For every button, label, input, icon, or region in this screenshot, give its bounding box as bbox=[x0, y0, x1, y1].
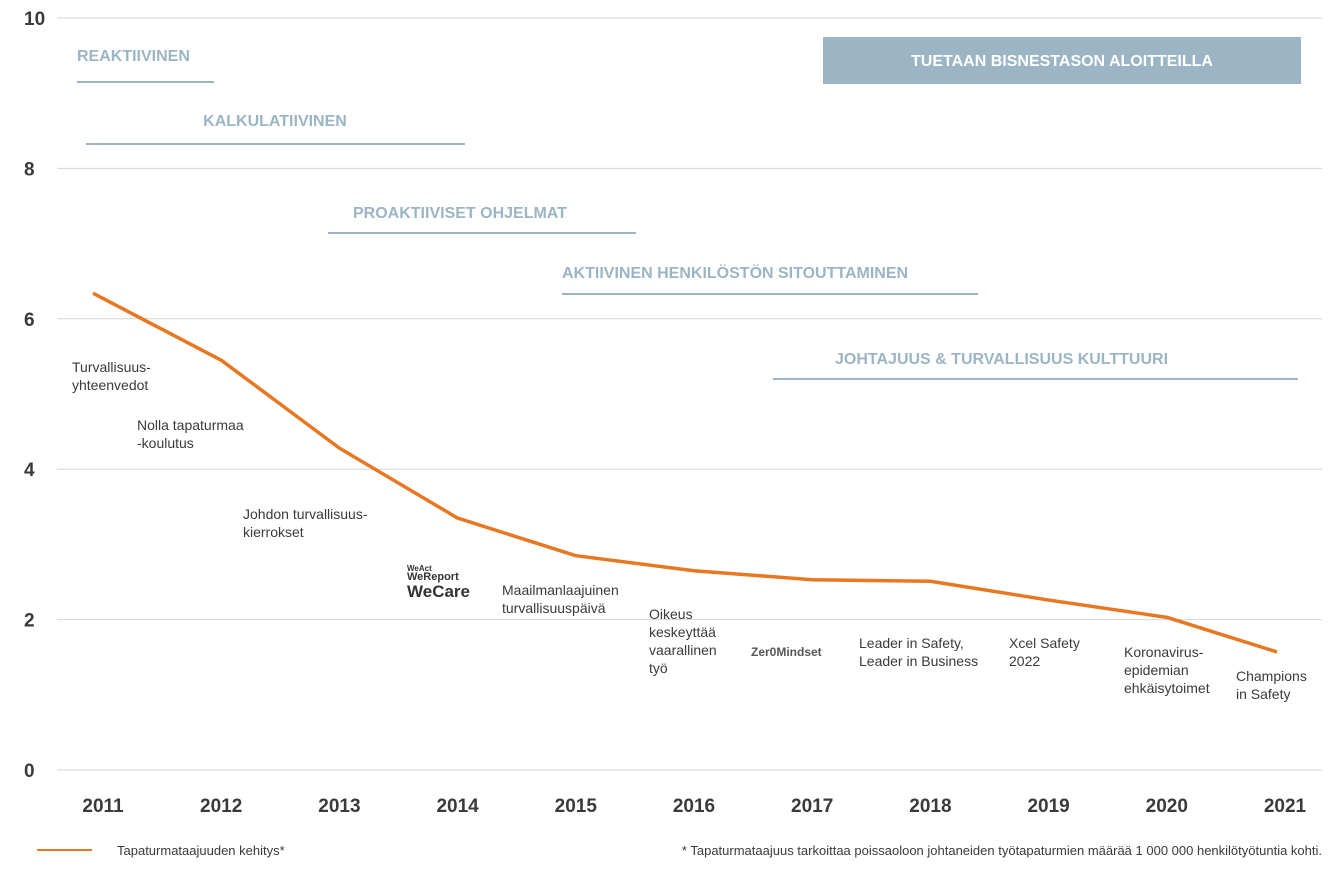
milestone-label: Leader in Business bbox=[859, 653, 978, 669]
legend-label: Tapaturmataajuuden kehitys* bbox=[117, 843, 285, 858]
logo-text: WeAct bbox=[407, 564, 432, 573]
x-tick-label: 2012 bbox=[200, 796, 242, 817]
milestone-label: työ bbox=[649, 660, 668, 676]
milestone-label: Maailmanlaajuinen bbox=[502, 582, 619, 598]
data-line bbox=[92, 291, 1278, 654]
y-tick-label: 10 bbox=[24, 9, 45, 30]
milestone-label: epidemian bbox=[1124, 662, 1189, 678]
milestone-label: yhteenvedot bbox=[72, 377, 148, 393]
x-tick-label: 2019 bbox=[1027, 796, 1069, 817]
x-tick-label: 2013 bbox=[318, 796, 360, 817]
milestone-label: 2022 bbox=[1009, 653, 1040, 669]
milestone-label: Koronavirus- bbox=[1124, 644, 1204, 660]
logo-text: WeCare bbox=[407, 582, 470, 601]
phase-box bbox=[823, 37, 1301, 84]
phase-label: AKTIIVINEN HENKILÖSTÖN SITOUTTAMINEN bbox=[562, 263, 908, 282]
phase-label: TUETAAN BISNESTASON ALOITTEILLA bbox=[911, 53, 1213, 70]
milestone-label: in Safety bbox=[1236, 686, 1290, 702]
x-tick-label: 2020 bbox=[1146, 796, 1188, 817]
y-tick-label: 0 bbox=[24, 761, 35, 782]
milestone-label: Johdon turvallisuus- bbox=[243, 506, 368, 522]
milestone-label: -koulutus bbox=[137, 435, 194, 451]
milestone-label: Champions bbox=[1236, 668, 1307, 684]
footnote: * Tapaturmataajuus tarkoittaa poissaoloo… bbox=[682, 843, 1322, 858]
milestone-label: Leader in Safety, bbox=[859, 635, 964, 651]
x-tick-label: 2017 bbox=[791, 796, 833, 817]
x-tick-label: 2016 bbox=[673, 796, 715, 817]
x-tick-label: 2014 bbox=[436, 796, 479, 817]
milestone-label: Turvallisuus- bbox=[72, 359, 151, 375]
y-tick-label: 4 bbox=[24, 460, 35, 481]
milestone-label: kierrokset bbox=[243, 524, 304, 540]
phase-label: JOHTAJUUS & TURVALLISUUS KULTTUURI bbox=[835, 351, 1168, 368]
y-tick-label: 6 bbox=[24, 310, 35, 331]
milestone-label: vaarallinen bbox=[649, 642, 717, 658]
x-tick-label: 2018 bbox=[909, 796, 951, 817]
milestone-label: turvallisuuspäivä bbox=[502, 600, 606, 616]
phase-label: KALKULATIIVINEN bbox=[203, 113, 347, 130]
logo-text: Zer0Mindset bbox=[751, 645, 822, 659]
milestone-label: Nolla tapaturmaa bbox=[137, 417, 244, 433]
milestone-label: Oikeus bbox=[649, 606, 693, 622]
phase-label: REAKTIIVINEN bbox=[77, 48, 190, 65]
milestone-label: Xcel Safety bbox=[1009, 635, 1080, 651]
logo-text: WeReport bbox=[407, 571, 459, 583]
milestone-label: keskeyttää bbox=[649, 624, 716, 640]
x-tick-label: 2011 bbox=[82, 796, 124, 817]
x-tick-label: 2015 bbox=[555, 796, 598, 817]
x-tick-label: 2021 bbox=[1264, 796, 1307, 817]
phase-label: PROAKTIIVISET OHJELMAT bbox=[353, 205, 567, 222]
y-tick-label: 8 bbox=[24, 159, 35, 180]
milestone-label: ehkäisytoimet bbox=[1124, 680, 1210, 696]
y-tick-label: 2 bbox=[24, 611, 35, 632]
